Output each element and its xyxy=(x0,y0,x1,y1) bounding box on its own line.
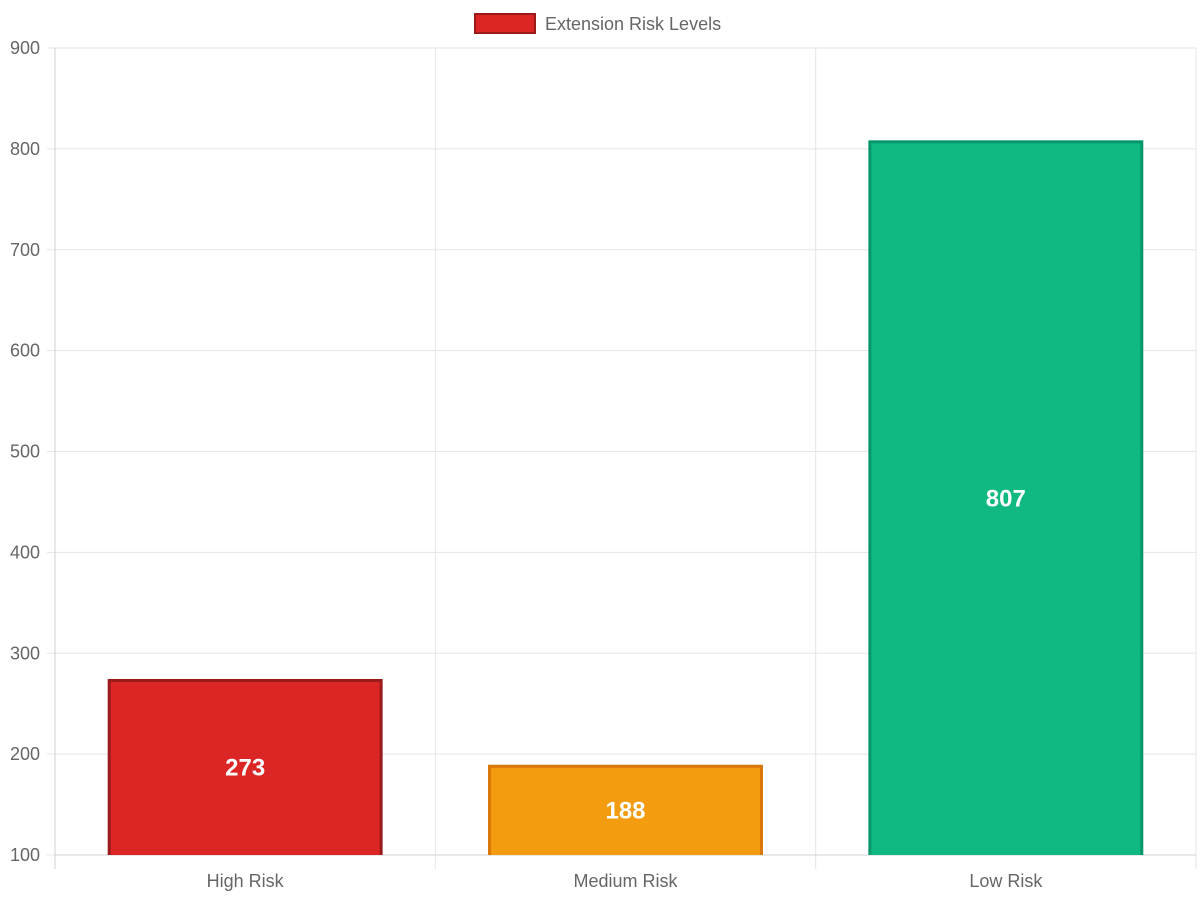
bar-value-label: 188 xyxy=(605,798,645,825)
y-axis-ticks: 100 200 300 400 500 600 700 800 900 xyxy=(10,38,40,865)
legend[interactable]: Extension Risk Levels xyxy=(474,13,721,34)
bar-high-risk xyxy=(107,678,383,855)
y-tick-label: 700 xyxy=(10,240,40,260)
bar-value-label: 273 xyxy=(225,755,265,782)
y-tick-label: 500 xyxy=(10,442,40,462)
y-tick-label: 900 xyxy=(10,38,40,58)
bar-medium-risk xyxy=(488,764,763,855)
y-tick-label: 600 xyxy=(10,341,40,361)
bars xyxy=(107,140,1144,855)
y-tick-label: 800 xyxy=(10,139,40,159)
legend-label[interactable]: Extension Risk Levels xyxy=(545,14,721,34)
y-tick-label: 200 xyxy=(10,744,40,764)
y-tick-label: 400 xyxy=(10,542,40,562)
legend-swatch[interactable] xyxy=(474,13,536,34)
value-labels: 273 188 807 xyxy=(225,485,1026,824)
bar-low-risk xyxy=(868,140,1144,855)
y-tick-label: 100 xyxy=(10,845,40,865)
x-tick-label: High Risk xyxy=(207,871,285,891)
bar-value-label: 807 xyxy=(986,485,1026,512)
x-axis-ticks: High Risk Medium Risk Low Risk xyxy=(207,871,1044,891)
x-tick-label: Medium Risk xyxy=(573,871,678,891)
x-tick-label: Low Risk xyxy=(969,871,1043,891)
y-tick-label: 300 xyxy=(10,643,40,663)
